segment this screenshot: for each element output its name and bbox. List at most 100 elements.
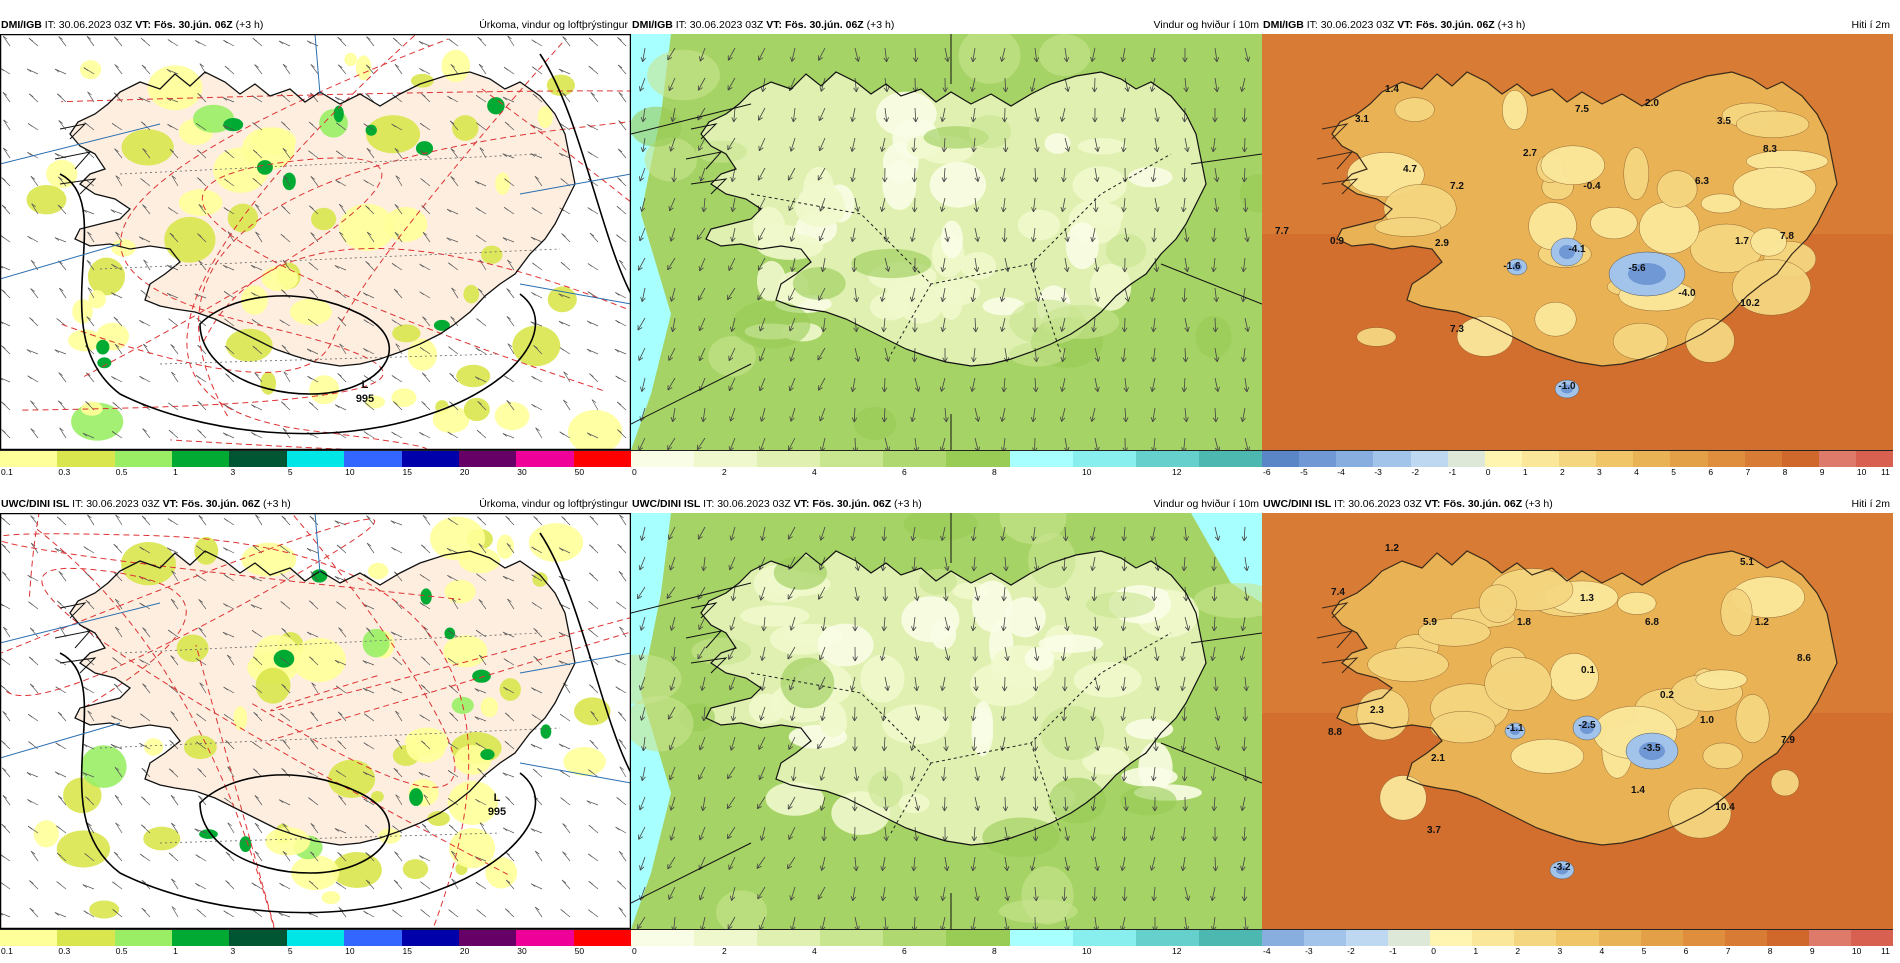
low-pressure-value: 995 bbox=[488, 806, 506, 818]
legend-swatch bbox=[344, 451, 401, 467]
legend-swatch bbox=[1346, 930, 1388, 946]
precip-area bbox=[403, 859, 428, 879]
legend-swatch bbox=[1336, 451, 1373, 467]
precip-area bbox=[26, 185, 66, 214]
legend-swatch bbox=[631, 451, 694, 467]
legend-tick-label: 12 bbox=[1172, 467, 1181, 477]
temperature-label: 1.2 bbox=[1385, 543, 1399, 554]
legend-tick-label: 0.3 bbox=[58, 946, 70, 956]
init-time-label: IT: bbox=[45, 19, 56, 31]
legend-swatch bbox=[1388, 930, 1430, 946]
run-info: UWC/DINI ISL IT: 30.06.2023 03Z VT: Fös.… bbox=[1, 496, 291, 513]
legend-swatch bbox=[1556, 930, 1598, 946]
legend-swatch bbox=[516, 451, 573, 467]
legend-tick-label: 1 bbox=[173, 946, 178, 956]
legend-swatch bbox=[1073, 930, 1136, 946]
legend-tick-label: 2 bbox=[722, 946, 727, 956]
precip-area bbox=[57, 830, 110, 867]
temperature-label: 2.9 bbox=[1435, 238, 1449, 249]
precip-area bbox=[122, 129, 174, 165]
temperature-label: 0.9 bbox=[1330, 236, 1344, 247]
precip-area bbox=[262, 266, 299, 291]
product-title: Hiti í 2m bbox=[1851, 496, 1890, 513]
valid-time-label: VT: bbox=[766, 19, 782, 31]
legend-tick-label: 1 bbox=[173, 467, 178, 477]
precip-area bbox=[250, 127, 296, 155]
legend-swatch bbox=[631, 930, 694, 946]
precip-area-heavy bbox=[540, 724, 551, 738]
temperature-label: 3.5 bbox=[1717, 116, 1731, 127]
legend-swatch bbox=[1136, 930, 1199, 946]
temperature-label: -3.5 bbox=[1643, 743, 1661, 754]
temperature-label: 4.7 bbox=[1403, 164, 1417, 175]
legend-swatch bbox=[344, 930, 401, 946]
legend-tick-label: 15 bbox=[403, 467, 412, 477]
legend-swatch bbox=[1299, 451, 1336, 467]
legend-tick-label: 6 bbox=[1708, 467, 1713, 477]
init-time: 30.06.2023 03Z bbox=[1348, 498, 1422, 510]
legend-tick-label: 20 bbox=[460, 467, 469, 477]
legend-tick-label: -3 bbox=[1374, 467, 1382, 477]
temperature-label: -1.6 bbox=[1503, 261, 1521, 272]
temperature-label: 8.6 bbox=[1797, 653, 1811, 664]
legend-tick-label: -4 bbox=[1337, 467, 1345, 477]
legend-swatch bbox=[172, 451, 229, 467]
temperature-label: -4.1 bbox=[1568, 244, 1586, 255]
precip-area-heavy bbox=[472, 670, 491, 683]
valid-time-label: VT: bbox=[1397, 19, 1413, 31]
legend-swatch bbox=[1851, 930, 1893, 946]
precip-area bbox=[495, 402, 530, 430]
precip-area bbox=[368, 563, 388, 579]
low-pressure-value: 995 bbox=[356, 393, 374, 405]
legend-swatch bbox=[1073, 451, 1136, 467]
temperature-label: 2.3 bbox=[1370, 705, 1384, 716]
legend-tick-label: 9 bbox=[1820, 467, 1825, 477]
legend-tick-label: 10 bbox=[345, 467, 354, 477]
model-name: UWC/DINI ISL bbox=[1263, 498, 1331, 510]
legend-swatch bbox=[57, 930, 114, 946]
legend-colorbar bbox=[1262, 929, 1893, 946]
legend-swatch bbox=[1373, 451, 1410, 467]
legend-swatch bbox=[229, 451, 286, 467]
temperature-label: 1.7 bbox=[1735, 236, 1749, 247]
precip-area bbox=[233, 706, 247, 730]
temperature-label: 1.0 bbox=[1700, 715, 1714, 726]
legend-tick-label: 8 bbox=[1783, 467, 1788, 477]
legend-tick-label: 7 bbox=[1726, 946, 1731, 956]
precip-area-heavy bbox=[283, 173, 296, 191]
legend-swatch bbox=[1485, 451, 1522, 467]
legend-swatch bbox=[820, 930, 883, 946]
legend-swatch bbox=[0, 930, 57, 946]
legend-tick-label: 2 bbox=[722, 467, 727, 477]
legend-swatch bbox=[0, 451, 57, 467]
temperature-label: -0.4 bbox=[1583, 181, 1601, 192]
temperature-label: -3.2 bbox=[1553, 862, 1571, 873]
legend-swatch bbox=[402, 930, 459, 946]
temperature-label: 7.4 bbox=[1331, 587, 1345, 598]
legend-tick-label: 0.1 bbox=[1, 946, 13, 956]
legend-swatch bbox=[1448, 451, 1485, 467]
legend-tick-label: -5 bbox=[1300, 467, 1308, 477]
precip-area bbox=[456, 365, 490, 388]
precip-area bbox=[81, 745, 127, 788]
legend-tick-label: 20 bbox=[460, 946, 469, 956]
legend-swatch bbox=[287, 451, 344, 467]
legend-tick-label: 1 bbox=[1523, 467, 1528, 477]
precip-area bbox=[164, 217, 215, 263]
init-time: 30.06.2023 03Z bbox=[1321, 19, 1395, 31]
legend-swatch bbox=[1683, 930, 1725, 946]
panel-dmi-wind: DMI/IGB IT: 30.06.2023 03Z VT: Fös. 30.j… bbox=[631, 17, 1262, 484]
legend-swatch bbox=[1199, 451, 1262, 467]
legend-swatch bbox=[574, 451, 631, 467]
legend-swatch bbox=[1411, 451, 1448, 467]
legend-swatch bbox=[1199, 930, 1262, 946]
legend-swatch bbox=[1430, 930, 1472, 946]
